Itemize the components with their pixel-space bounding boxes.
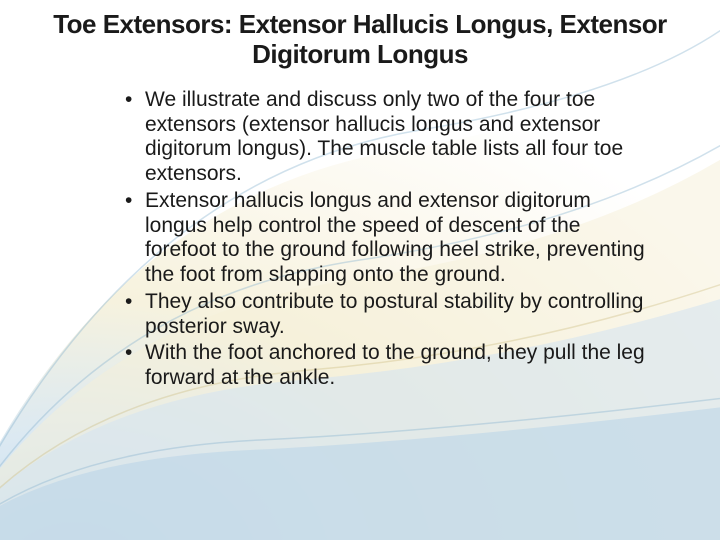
slide-content: Toe Extensors: Extensor Hallucis Longus,… [0,0,720,413]
list-item: Extensor hallucis longus and extensor di… [125,189,650,288]
list-item: They also contribute to postural stabili… [125,290,650,340]
list-item: With the foot anchored to the ground, th… [125,341,650,391]
bullet-list: We illustrate and discuss only two of th… [30,88,690,391]
list-item: We illustrate and discuss only two of th… [125,88,650,187]
slide-title: Toe Extensors: Extensor Hallucis Longus,… [30,10,690,70]
